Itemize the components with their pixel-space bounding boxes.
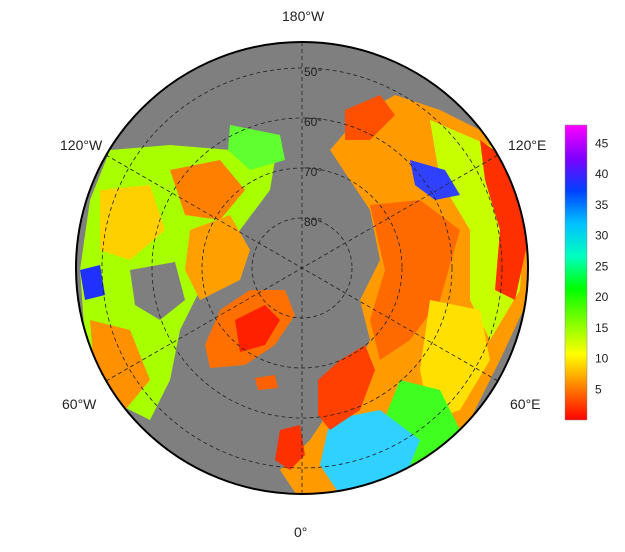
lat-label-70: 70° [304, 165, 322, 179]
colorbar-tick-label: 30 [595, 229, 609, 243]
map-outline [75, 41, 529, 495]
scandinavia [318, 345, 375, 430]
label-120e: 120°E [508, 137, 547, 153]
lat-label-60: 60° [304, 115, 322, 129]
colorbar-tick-label: 15 [595, 321, 609, 335]
colorbar-tick-label: 25 [595, 259, 609, 273]
colorbar-tick-label: 5 [595, 382, 602, 396]
hudson-bay [130, 262, 185, 320]
label-60w: 60°W [62, 396, 97, 412]
colorbar-tick-label: 35 [595, 198, 609, 212]
colorbar-gradient [564, 124, 588, 421]
label-0: 0° [294, 524, 308, 540]
colorbar-tick-label: 10 [595, 352, 609, 366]
iceland [255, 375, 278, 390]
label-60e: 60°E [510, 396, 541, 412]
lat-label-80: 80° [304, 215, 322, 229]
canada-blue [80, 265, 105, 300]
canada-orange [170, 160, 245, 220]
colorbar-tick-label: 45 [595, 136, 609, 150]
colorbar: 45 40 35 30 25 20 15 10 5 [564, 124, 609, 421]
label-120w: 120°W [60, 137, 103, 153]
colorbar-tick-label: 40 [595, 167, 609, 181]
greenland-core [235, 305, 280, 352]
siberia-blue [410, 160, 460, 200]
graticule [101, 42, 503, 494]
colorbar-tick-label: 20 [595, 290, 609, 304]
arctic-archipelago [185, 215, 250, 300]
canada-yellow [100, 185, 165, 260]
label-180w: 180°W [282, 8, 325, 24]
lat-label-50: 50° [304, 65, 322, 79]
uk-ireland [275, 425, 305, 470]
alaska [228, 125, 285, 170]
